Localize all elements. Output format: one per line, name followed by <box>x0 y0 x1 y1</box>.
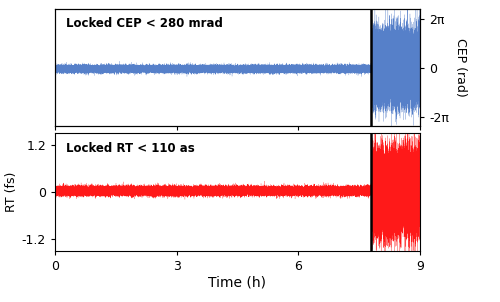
Text: Locked CEP < 280 mrad: Locked CEP < 280 mrad <box>66 17 223 30</box>
X-axis label: Time (h): Time (h) <box>208 275 266 289</box>
Y-axis label: CEP (rad): CEP (rad) <box>454 38 468 97</box>
Y-axis label: RT (fs): RT (fs) <box>4 172 18 212</box>
Text: Locked RT < 110 as: Locked RT < 110 as <box>66 142 194 155</box>
